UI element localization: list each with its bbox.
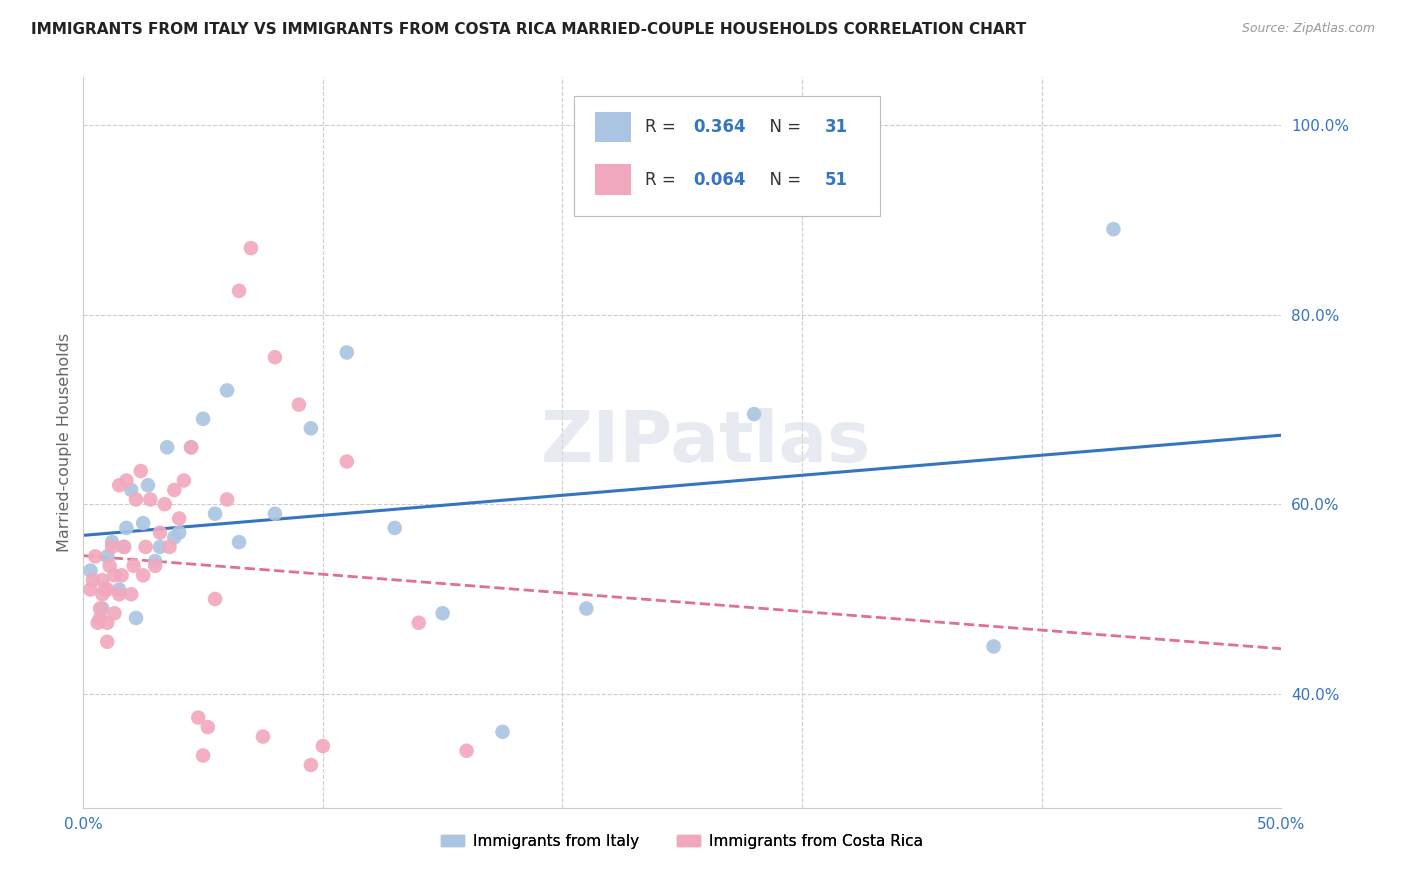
- Point: [264, 350, 287, 364]
- Point: [91, 587, 114, 601]
- Text: N =: N =: [759, 170, 806, 189]
- Text: 31: 31: [825, 118, 848, 136]
- Point: [129, 464, 152, 478]
- Point: [108, 582, 131, 597]
- Point: [91, 601, 114, 615]
- Text: ZIPatlas: ZIPatlas: [541, 408, 872, 477]
- Point: [96, 615, 118, 630]
- Point: [120, 587, 142, 601]
- Point: [79, 564, 101, 578]
- Point: [432, 607, 454, 621]
- Point: [115, 474, 138, 488]
- Text: 0.064: 0.064: [693, 170, 745, 189]
- Point: [575, 601, 598, 615]
- Point: [180, 440, 202, 454]
- Point: [112, 540, 135, 554]
- Point: [111, 568, 134, 582]
- Y-axis label: Married-couple Households: Married-couple Households: [58, 333, 72, 552]
- Point: [312, 739, 335, 753]
- Point: [240, 241, 263, 255]
- Point: [215, 384, 238, 398]
- Point: [79, 582, 101, 597]
- Text: IMMIGRANTS FROM ITALY VS IMMIGRANTS FROM COSTA RICA MARRIED-COUPLE HOUSEHOLDS CO: IMMIGRANTS FROM ITALY VS IMMIGRANTS FROM…: [31, 22, 1026, 37]
- Point: [180, 440, 202, 454]
- Point: [156, 440, 179, 454]
- Point: [167, 525, 190, 540]
- Point: [215, 492, 238, 507]
- Point: [149, 525, 172, 540]
- Point: [101, 535, 124, 549]
- Point: [101, 540, 124, 554]
- Text: Source: ZipAtlas.com: Source: ZipAtlas.com: [1241, 22, 1375, 36]
- FancyBboxPatch shape: [595, 164, 631, 195]
- Point: [122, 558, 145, 573]
- Point: [1102, 222, 1125, 236]
- Point: [228, 284, 250, 298]
- FancyBboxPatch shape: [575, 95, 880, 216]
- Point: [96, 549, 118, 564]
- Point: [408, 615, 430, 630]
- Point: [336, 454, 359, 468]
- Text: R =: R =: [645, 118, 681, 136]
- Point: [299, 421, 322, 435]
- Point: [191, 412, 214, 426]
- Point: [204, 507, 226, 521]
- Point: [136, 478, 159, 492]
- Text: N =: N =: [759, 118, 806, 136]
- Point: [143, 554, 166, 568]
- Point: [288, 398, 311, 412]
- Point: [149, 540, 172, 554]
- FancyBboxPatch shape: [595, 112, 631, 143]
- Point: [120, 483, 142, 497]
- Point: [96, 582, 118, 597]
- Point: [204, 592, 226, 607]
- Point: [191, 748, 214, 763]
- Point: [98, 558, 121, 573]
- Point: [125, 492, 148, 507]
- Point: [132, 568, 155, 582]
- Point: [115, 521, 138, 535]
- Point: [983, 640, 1005, 654]
- Point: [299, 758, 322, 772]
- Point: [491, 724, 513, 739]
- Point: [187, 710, 209, 724]
- Point: [143, 558, 166, 573]
- Point: [159, 540, 181, 554]
- Text: R =: R =: [645, 170, 681, 189]
- Point: [96, 634, 118, 648]
- Point: [456, 744, 478, 758]
- Text: 0.364: 0.364: [693, 118, 745, 136]
- Point: [384, 521, 406, 535]
- Point: [91, 573, 114, 587]
- Point: [86, 615, 108, 630]
- Point: [228, 535, 250, 549]
- Point: [742, 407, 765, 421]
- Point: [336, 345, 359, 359]
- Point: [197, 720, 219, 734]
- Point: [89, 611, 111, 625]
- Point: [139, 492, 162, 507]
- Point: [125, 611, 148, 625]
- Point: [135, 540, 157, 554]
- Point: [167, 511, 190, 525]
- Point: [173, 474, 195, 488]
- Point: [153, 497, 176, 511]
- Point: [84, 549, 107, 564]
- Point: [112, 540, 135, 554]
- Point: [94, 582, 117, 597]
- Point: [264, 507, 287, 521]
- Point: [252, 730, 274, 744]
- Point: [89, 601, 111, 615]
- Point: [132, 516, 155, 531]
- Point: [108, 587, 131, 601]
- Point: [163, 530, 186, 544]
- Point: [103, 607, 125, 621]
- Text: 51: 51: [825, 170, 848, 189]
- Point: [82, 573, 104, 587]
- Point: [103, 568, 125, 582]
- Point: [108, 478, 131, 492]
- Legend: Immigrants from Italy, Immigrants from Costa Rica: Immigrants from Italy, Immigrants from C…: [434, 828, 929, 855]
- Point: [163, 483, 186, 497]
